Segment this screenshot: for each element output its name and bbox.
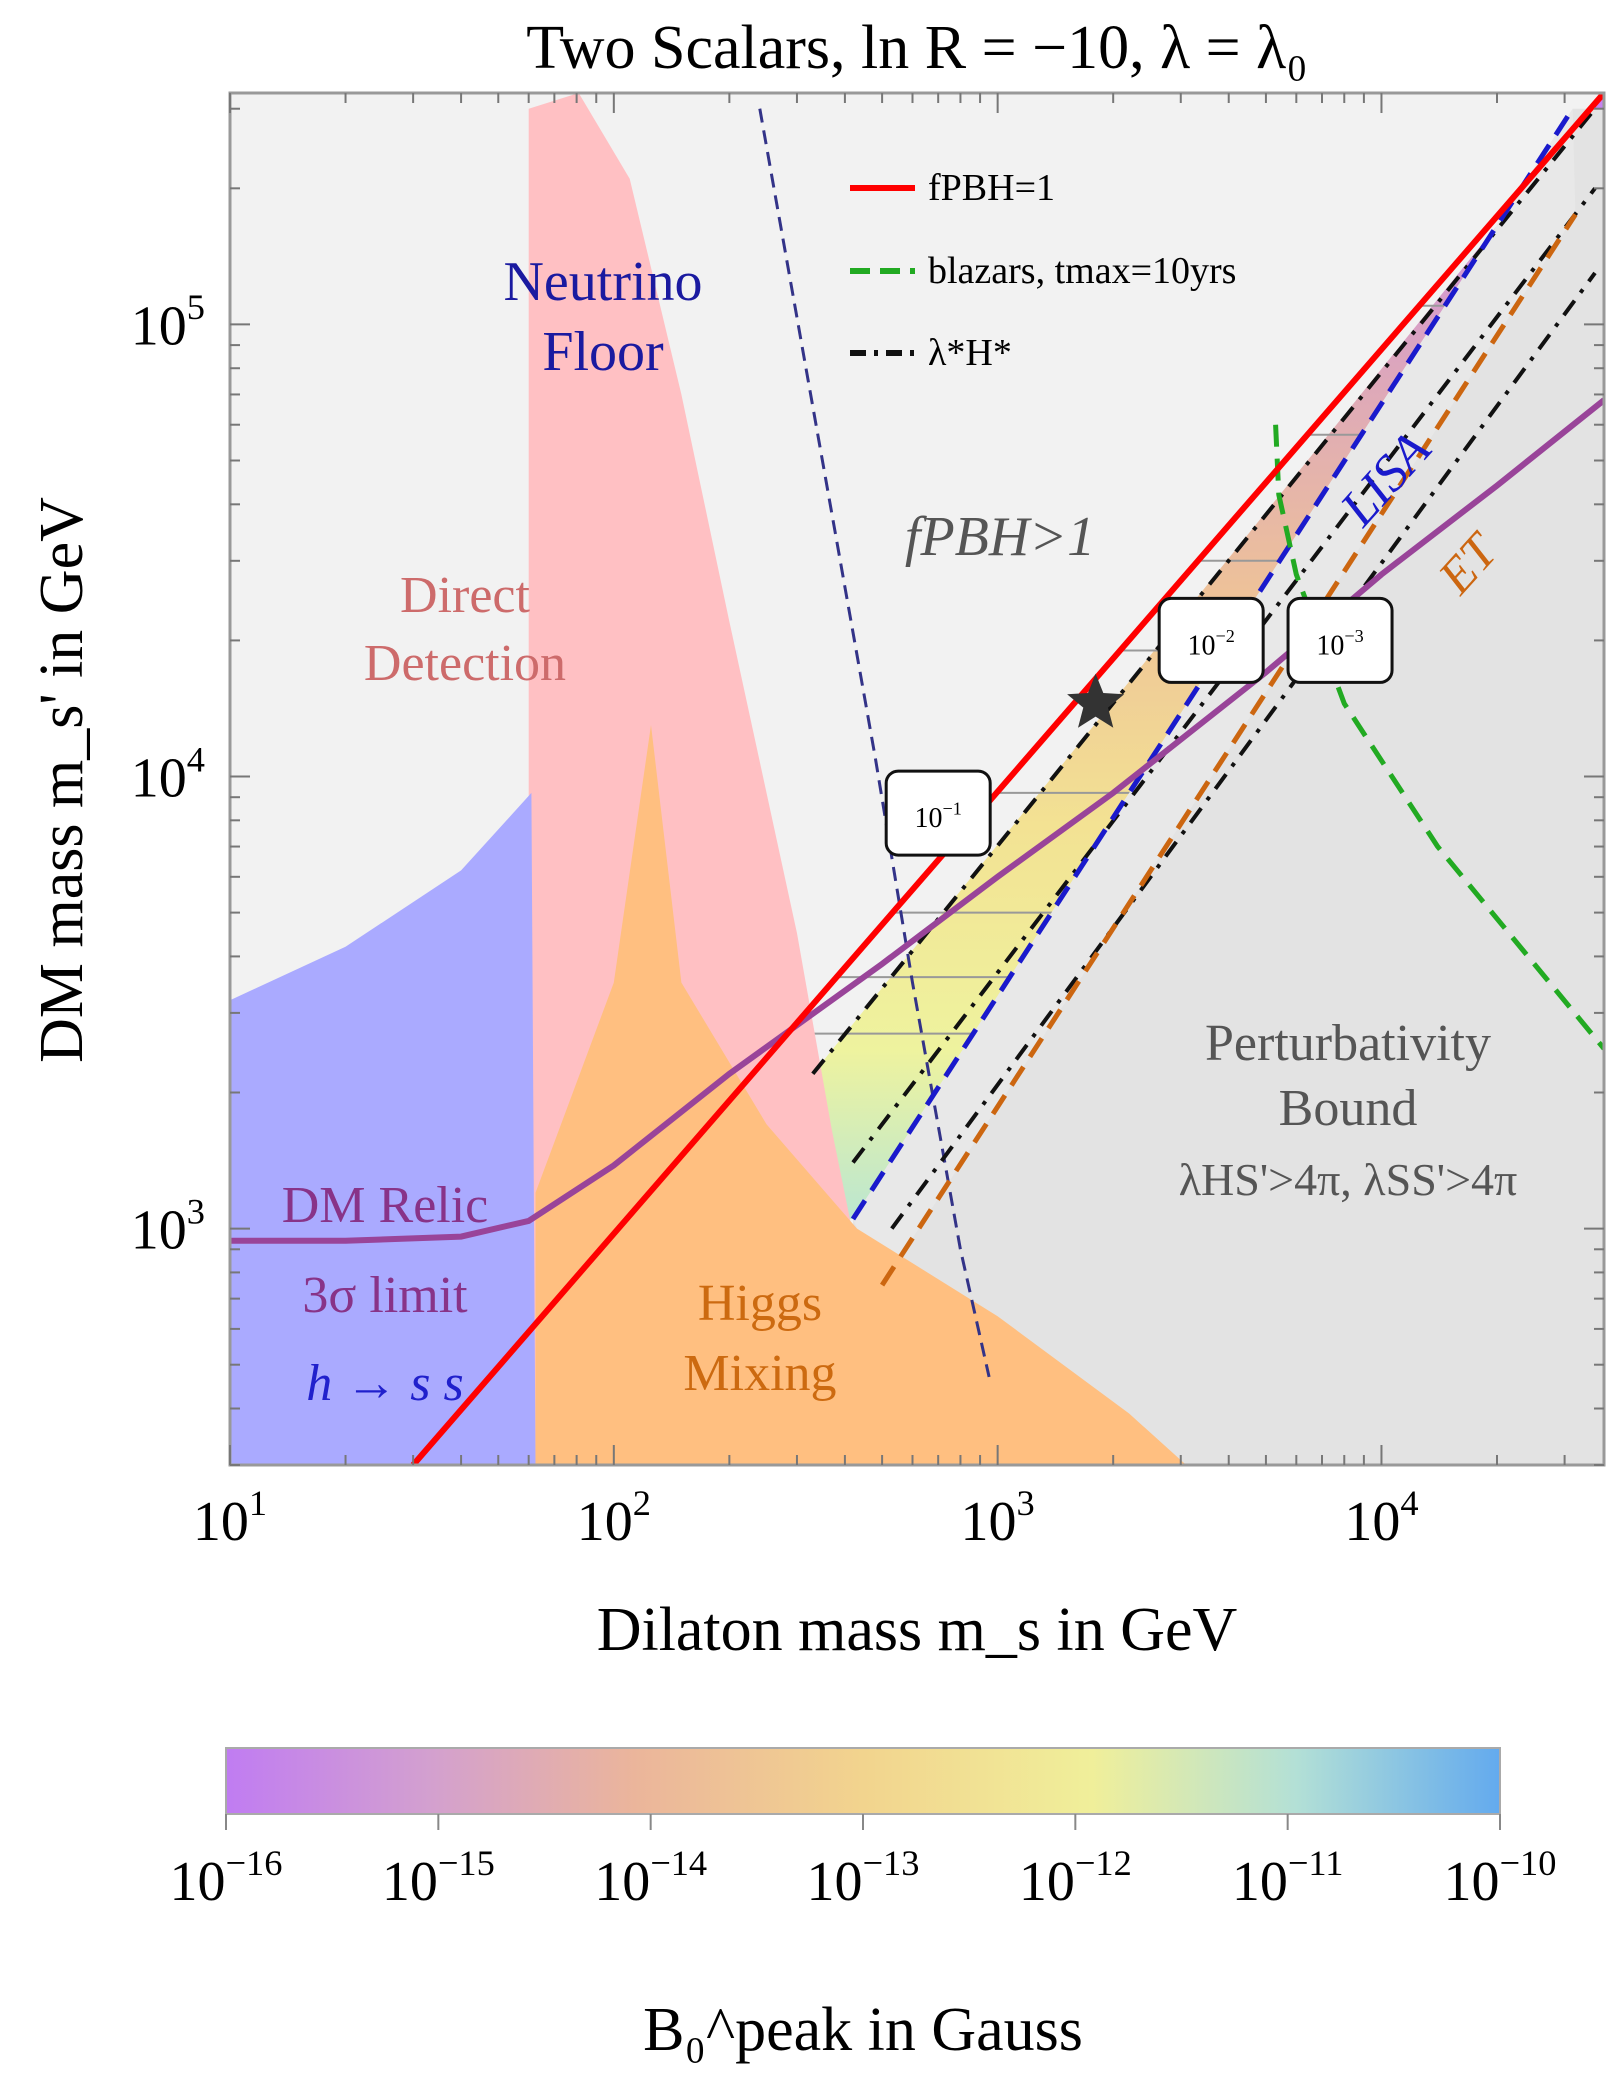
label-h-to-ss: h → s s	[306, 1355, 463, 1412]
label-direct-detection: Detection	[364, 635, 566, 692]
label-fpbh-gt-1: fPBH>1	[905, 506, 1095, 568]
colorbar-tick-label: 10−12	[1019, 1843, 1132, 1913]
marks-layer	[225, 91, 1606, 1830]
region-higgs-mixing	[535, 725, 1187, 1465]
plot-frame	[228, 91, 1606, 1467]
legend-label: blazars, tmax=10yrs	[928, 250, 1236, 292]
lambda-h-contour-line	[890, 271, 1597, 1230]
colorbar-tick-label: 10−13	[807, 1843, 920, 1913]
text-layer: 101 102 103 104 103 104 105 Two Scalars, ln R =…	[28, 14, 1556, 2064]
colorbar-tick-label: 10−16	[170, 1843, 283, 1913]
label-dm-relic: 3σ limit	[302, 1267, 468, 1324]
colorbar-tick-label: 10−10	[1444, 1843, 1557, 1913]
y-tick-label: 104	[131, 739, 205, 809]
label-perturbativity: Bound	[1279, 1080, 1418, 1137]
label-perturbativity: Perturbativity	[1205, 1015, 1491, 1072]
x-tick-label: 101	[193, 1483, 267, 1553]
y-tick-label: 103	[131, 1191, 205, 1261]
dm-relic-line	[230, 397, 1604, 1244]
x-axis-label: Dilaton mass m_s in GeV	[597, 1596, 1238, 1664]
colorbar-label: B₀^peak in Gauss	[643, 1996, 1083, 2064]
contour-label-box	[1286, 596, 1394, 684]
lines-layer	[230, 93, 1604, 1465]
region-lisa-et-strip	[853, 108, 1576, 1286]
contour-label-box	[1157, 596, 1265, 684]
y-axis-label: DM mass m_s' in GeV	[28, 497, 96, 1063]
label-neutrino-floor: Floor	[542, 321, 664, 383]
colorbar-tick-label: 10−14	[594, 1843, 707, 1913]
contour-label-box	[884, 769, 992, 857]
contour-label: 10−2	[1187, 626, 1234, 662]
benchmark-star-icon	[1067, 673, 1125, 728]
colorbar-tick-label: 10−15	[382, 1843, 495, 1913]
x-tick-label: 102	[577, 1483, 651, 1553]
label-dm-relic: DM Relic	[282, 1177, 489, 1234]
label-neutrino-floor: Neutrino	[503, 251, 702, 313]
label-perturbativity: λHS'>4π, λSS'>4π	[1179, 1154, 1518, 1205]
region-h-to-ss	[230, 792, 536, 1465]
lambda-h-contour-line	[851, 187, 1597, 1164]
x-tick-label: 104	[1344, 1483, 1418, 1553]
label-higgs-mixing: Higgs	[698, 1275, 822, 1332]
x-tick-label: 103	[961, 1483, 1035, 1553]
y-tick-label: 105	[131, 287, 205, 357]
label-direct-detection: Direct	[400, 567, 530, 624]
legend-label: λ*H*	[928, 332, 1012, 374]
contour-label: 10−1	[915, 798, 962, 834]
legend-label: fPBH=1	[928, 167, 1055, 209]
et-line	[880, 213, 1578, 1287]
fpbh-eq-1-line	[410, 93, 1604, 1465]
label-higgs-mixing: Mixing	[683, 1345, 836, 1402]
chart-title: Two Scalars, ln R = −10, λ = λ₀	[526, 14, 1308, 82]
colorbar	[225, 1747, 1501, 1815]
colorbar-tick-label: 10−11	[1232, 1843, 1344, 1913]
contour-label: 10−3	[1316, 626, 1363, 662]
neutrino-floor-line	[758, 108, 991, 1378]
